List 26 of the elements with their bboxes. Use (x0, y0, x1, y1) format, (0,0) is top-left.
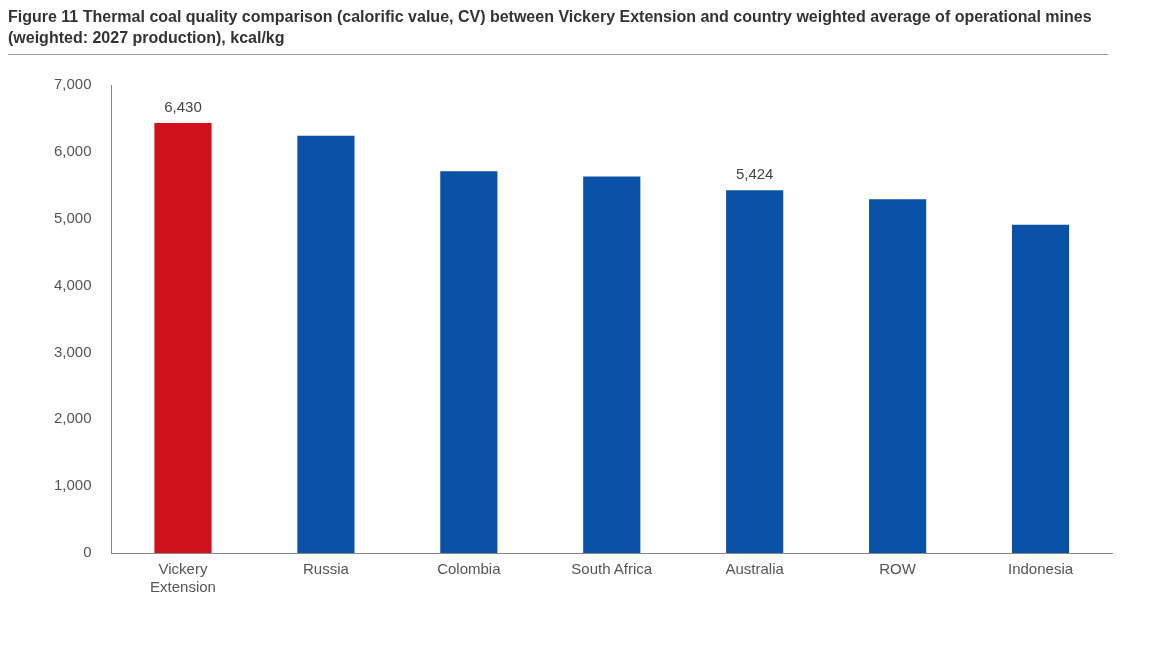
x-tick-label: Russia (302, 560, 350, 578)
bar (440, 171, 498, 553)
x-tick-label: ROW (879, 560, 917, 578)
y-tick-label: 0 (83, 543, 92, 561)
y-tick-label: 4,000 (53, 275, 92, 293)
bar (297, 135, 355, 553)
y-tick-label: 7,000 (53, 75, 92, 93)
x-tick-label: Colombia (437, 560, 502, 578)
data-label: 5,424 (735, 165, 774, 183)
y-tick-label: 2,000 (53, 409, 92, 427)
chart-title: Figure 11 Thermal coal quality comparison (calorific value, CV) between Vickery Extension and country weighted average of operational mines (weighted: 2027 production), kcal/kg (8, 6, 1108, 55)
x-tick-label: South Africa (571, 560, 653, 578)
y-tick-label: 3,000 (53, 342, 92, 360)
category-label: Extension (150, 578, 216, 596)
y-tick-label: 6,000 (53, 142, 92, 159)
y-tick-label: 5,000 (53, 208, 92, 226)
bar (154, 123, 212, 553)
bar (869, 199, 927, 553)
bar (583, 176, 641, 553)
y-tick-label: 1,000 (53, 476, 92, 494)
bar (1011, 224, 1070, 553)
bar (726, 190, 784, 553)
x-tick-label: Australia (725, 560, 785, 578)
category-label: Vickery (158, 560, 208, 578)
data-label: 6,430 (164, 97, 202, 115)
x-tick-label: Indonesia (1008, 560, 1074, 578)
